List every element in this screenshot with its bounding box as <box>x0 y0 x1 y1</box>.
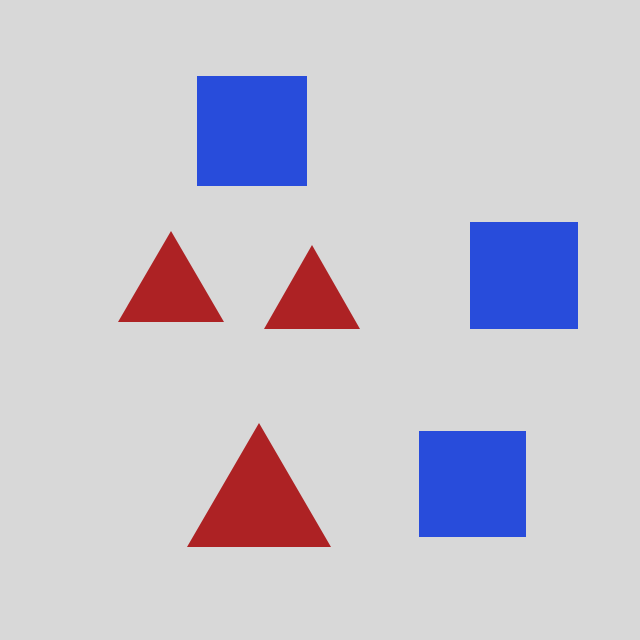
blue-square-right <box>470 222 578 329</box>
blue-square-top <box>197 76 307 186</box>
red-triangle-middle <box>264 245 360 329</box>
red-triangle-left <box>118 231 224 322</box>
red-triangle-bottom <box>187 423 331 547</box>
blue-square-bottom <box>419 431 526 537</box>
